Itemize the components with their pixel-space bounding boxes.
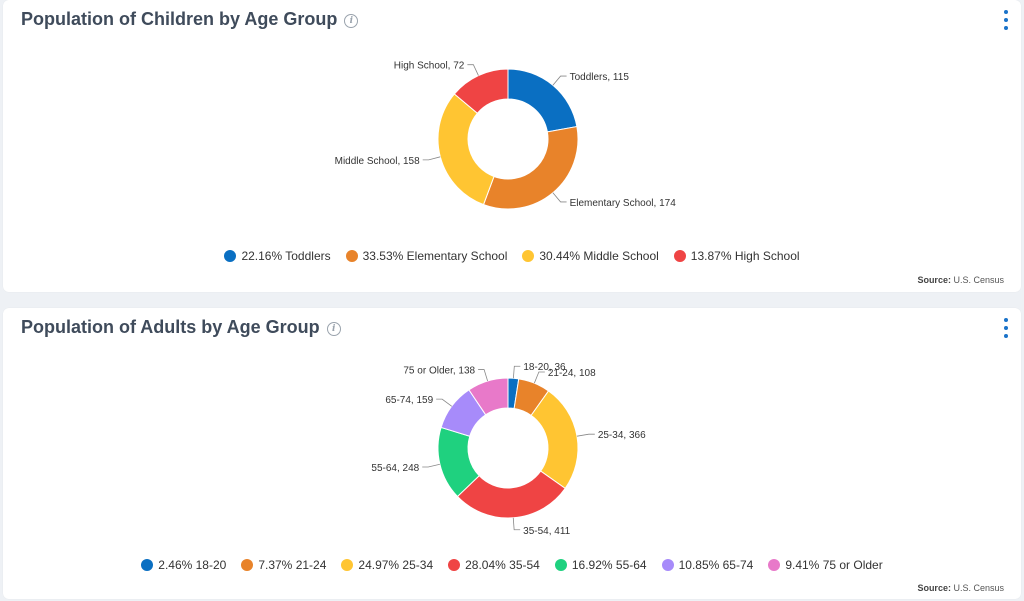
- adults-legend-item[interactable]: 2.46% 18-20: [141, 558, 226, 572]
- legend-label: 7.37% 21-24: [258, 558, 327, 572]
- adults-legend-item[interactable]: 7.37% 21-24: [241, 558, 326, 572]
- adults-source: Source: U.S. Census: [917, 583, 1004, 593]
- children-source: Source: U.S. Census: [917, 275, 1004, 285]
- legend-label: 30.44% Middle School: [539, 249, 659, 263]
- adults-chart-title-row: Population of Adults by Age Group i: [21, 317, 341, 338]
- info-circle-icon[interactable]: i: [344, 13, 359, 28]
- adults-label-leader: [512, 517, 521, 531]
- source-label: Source:: [917, 275, 951, 285]
- adults-chart-card: Population of Adults by Age Group i 18-2…: [3, 308, 1021, 599]
- adults-chart-title: Population of Adults by Age Group: [21, 317, 320, 337]
- children-label-leader: [467, 64, 479, 76]
- legend-label: 16.92% 55-64: [571, 558, 647, 572]
- children-data-label: Middle School, 158: [335, 156, 420, 167]
- children-chart-card: Population of Children by Age Group i To…: [3, 0, 1021, 292]
- legend-swatch: [224, 250, 237, 262]
- adults-label-leader: [512, 365, 521, 379]
- legend-swatch: [673, 250, 686, 262]
- children-slice[interactable]: [507, 68, 578, 133]
- adults-label-leader: [422, 463, 440, 468]
- legend-swatch: [141, 559, 154, 571]
- legend-swatch: [554, 559, 567, 571]
- adults-label-leader: [478, 369, 488, 382]
- legend-swatch: [768, 559, 781, 571]
- children-donut-chart: Toddlers, 115 Elementary School, 174 Middl…: [335, 61, 677, 210]
- adults-data-label: 25-34, 366: [598, 430, 646, 441]
- adults-legend-item[interactable]: 16.92% 55-64: [554, 558, 647, 572]
- legend-swatch: [661, 559, 674, 571]
- children-slice[interactable]: [453, 68, 509, 114]
- adults-data-label: 35-54, 411: [523, 526, 571, 537]
- source-label: Source:: [917, 583, 951, 593]
- children-legend-item[interactable]: 13.87% High School: [673, 249, 800, 263]
- children-label-leader: [552, 192, 567, 203]
- legend-label: 9.41% 75 or Older: [785, 558, 883, 572]
- adults-slice[interactable]: [468, 377, 509, 416]
- adults-label-leader: [533, 371, 545, 384]
- legend-label: 13.87% High School: [690, 249, 800, 263]
- legend-swatch: [522, 250, 535, 262]
- legend-label: 10.85% 65-74: [678, 558, 754, 572]
- adults-label-leader: [436, 398, 453, 407]
- adults-data-label: 65-74, 159: [385, 395, 433, 406]
- vertical-ellipsis-icon[interactable]: [1003, 10, 1009, 30]
- adults-legend-item[interactable]: 9.41% 75 or Older: [768, 558, 883, 572]
- source-value: U.S. Census: [953, 275, 1004, 285]
- children-legend-item[interactable]: 33.53% Elementary School: [345, 249, 508, 263]
- adults-legend: 2.46% 18-20 7.37% 21-24 24.97% 25-34 28.04%…: [3, 558, 1021, 572]
- adults-legend-item[interactable]: 24.97% 25-34: [341, 558, 433, 572]
- children-slice[interactable]: [437, 93, 495, 206]
- adults-data-label: 18-20, 36: [523, 362, 566, 373]
- legend-label: 28.04% 35-54: [465, 558, 540, 572]
- adults-legend-item[interactable]: 28.04% 35-54: [448, 558, 540, 572]
- children-label-leader: [422, 156, 441, 161]
- legend-swatch: [341, 559, 354, 571]
- children-chart-title: Population of Children by Age Group: [21, 9, 338, 29]
- children-legend-item[interactable]: 30.44% Middle School: [522, 249, 659, 263]
- children-chart-title-row: Population of Children by Age Group i: [21, 9, 359, 30]
- children-data-label: High School, 72: [394, 61, 465, 72]
- vertical-ellipsis-icon[interactable]: [1003, 318, 1009, 338]
- children-data-label: Elementary School, 174: [570, 198, 677, 209]
- legend-label: 24.97% 25-34: [358, 558, 434, 572]
- children-slice[interactable]: [482, 125, 579, 210]
- legend-swatch: [345, 250, 358, 262]
- source-value: U.S. Census: [953, 583, 1004, 593]
- legend-label: 33.53% Elementary School: [362, 249, 508, 263]
- adults-data-label: 55-64, 248: [371, 463, 419, 474]
- adults-label-leader: [576, 433, 595, 437]
- children-data-label: Toddlers, 115: [570, 72, 630, 83]
- legend-swatch: [448, 559, 461, 571]
- legend-label: 22.16% Toddlers: [241, 249, 331, 263]
- adults-data-label: 21-24, 108: [548, 368, 596, 379]
- info-circle-icon[interactable]: i: [326, 321, 341, 336]
- legend-label: 2.46% 18-20: [158, 558, 227, 572]
- adults-data-label: 75 or Older, 138: [403, 366, 475, 377]
- adults-legend-item[interactable]: 10.85% 65-74: [661, 558, 754, 572]
- legend-swatch: [241, 559, 254, 571]
- children-legend-item[interactable]: 22.16% Toddlers: [224, 249, 331, 263]
- children-legend: 22.16% Toddlers 33.53% Elementary School 3…: [3, 249, 1021, 263]
- children-label-leader: [552, 75, 567, 86]
